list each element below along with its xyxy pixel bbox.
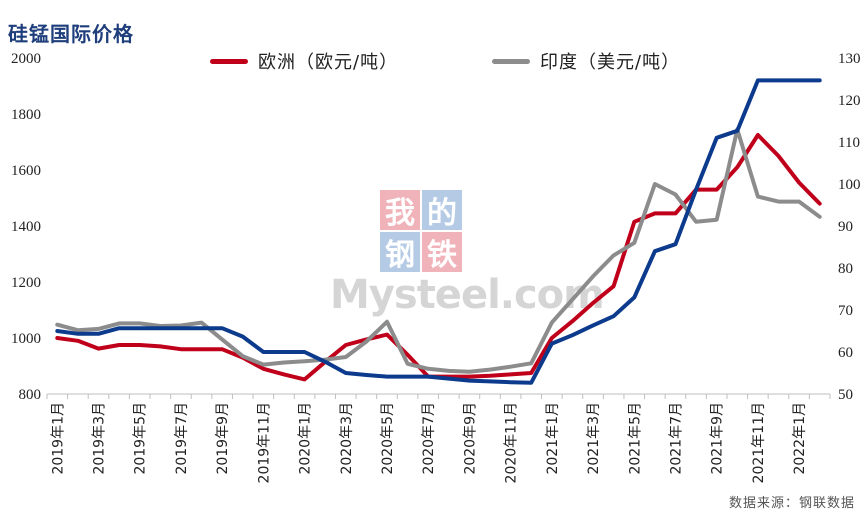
x-tick-label: 2021年1月 — [545, 402, 561, 475]
y-right-tick-label: 130 — [838, 51, 861, 67]
x-tick-label: 2021年11月 — [751, 402, 767, 483]
y-left-tick-label: 1800 — [11, 107, 41, 123]
legend-label-europe: 欧洲（欧元/吨） — [258, 52, 399, 73]
y-right-tick-label: 110 — [838, 135, 860, 151]
x-tick-label: 2020年5月 — [380, 402, 396, 475]
legend-swatch-europe — [210, 58, 248, 64]
x-tick-label: 2019年5月 — [133, 402, 149, 475]
y-left-tick-label: 1000 — [11, 331, 41, 347]
x-tick-label: 2020年11月 — [504, 402, 520, 483]
x-tick-label: 2021年9月 — [710, 402, 726, 475]
y-right-tick-label: 60 — [838, 345, 853, 361]
x-tick-label: 2019年11月 — [256, 402, 272, 483]
y-left-tick-label: 1200 — [11, 275, 41, 291]
y-right-tick-label: 70 — [838, 303, 853, 319]
x-tick-label: 2019年3月 — [92, 402, 108, 475]
chart-title: 硅锰国际价格 — [8, 22, 134, 46]
data-source-note: 数据来源：钢联数据 — [728, 496, 855, 511]
y-right-tick-label: 80 — [838, 261, 853, 277]
x-tick-label: 2020年9月 — [462, 402, 478, 475]
series-line-2 — [55, 78, 822, 385]
x-tick-label: 2019年7月 — [174, 402, 190, 475]
x-tick-label: 2021年7月 — [668, 402, 684, 475]
x-tick-label: 2020年7月 — [421, 402, 437, 475]
x-tick-label: 2020年3月 — [339, 402, 355, 475]
x-tick-label: 2022年1月 — [792, 402, 808, 475]
y-left-tick-label: 800 — [19, 387, 42, 403]
series-line-1 — [55, 127, 822, 374]
y-left-tick-label: 2000 — [11, 51, 41, 67]
legend-label-india: 印度（美元/吨） — [540, 52, 681, 73]
y-right-tick-label: 100 — [838, 177, 861, 193]
y-right-tick-label: 90 — [838, 219, 853, 235]
y-right-tick-label: 50 — [838, 387, 853, 403]
x-tick-label: 2019年9月 — [215, 402, 231, 475]
x-tick-label: 2019年1月 — [50, 402, 66, 475]
x-tick-label: 2021年3月 — [586, 402, 602, 475]
y-right-tick-label: 120 — [838, 93, 861, 109]
y-left-tick-label: 1400 — [11, 219, 41, 235]
y-left-tick-label: 1600 — [11, 163, 41, 179]
legend-swatch-india — [492, 58, 530, 64]
x-tick-label: 2020年1月 — [298, 402, 314, 475]
legend-item-india: 印度（美元/吨） — [492, 48, 680, 74]
legend-item-europe: 欧洲（欧元/吨） — [210, 48, 398, 74]
x-tick-label: 2021年5月 — [627, 402, 643, 475]
